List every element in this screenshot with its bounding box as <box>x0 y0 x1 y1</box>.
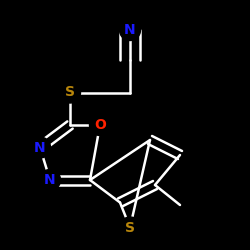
Text: O: O <box>94 118 106 132</box>
Circle shape <box>120 217 141 238</box>
Text: N: N <box>44 173 56 187</box>
Text: N: N <box>124 23 136 37</box>
Circle shape <box>30 137 50 158</box>
Text: N: N <box>34 140 46 154</box>
Text: S: S <box>65 86 75 100</box>
Circle shape <box>90 114 110 136</box>
Circle shape <box>40 170 60 190</box>
Text: S: S <box>125 220 135 234</box>
Circle shape <box>60 82 80 103</box>
Circle shape <box>120 20 141 40</box>
